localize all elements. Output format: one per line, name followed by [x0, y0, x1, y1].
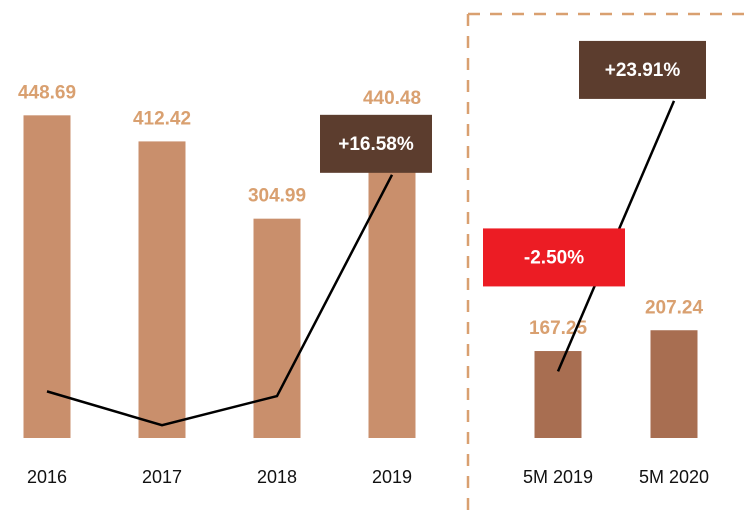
bar-value-label: 412.42 — [133, 108, 191, 129]
x-tick-label: 2017 — [142, 467, 182, 487]
growth-label-box — [320, 114, 432, 173]
bar-value-label: 448.69 — [18, 82, 76, 103]
growth-label: +16.58% — [338, 134, 414, 155]
bar — [534, 351, 582, 438]
period-divider — [466, 12, 745, 511]
growth-label-box — [579, 40, 706, 99]
bar-value-label: 207.24 — [645, 297, 704, 318]
x-tick-label: 5M 2020 — [639, 467, 709, 487]
x-tick-label: 2016 — [27, 467, 67, 487]
bar — [368, 121, 416, 438]
bar — [253, 218, 301, 438]
bar — [138, 141, 186, 438]
bar-value-label: 440.48 — [363, 88, 421, 109]
x-tick-label: 5M 2019 — [523, 467, 593, 487]
growth-line — [46, 174, 394, 427]
growth-label-box — [483, 228, 625, 287]
bar-value-label: 304.99 — [248, 186, 306, 207]
growth-label: +23.91% — [605, 60, 681, 81]
x-tick-label: 2018 — [257, 467, 297, 487]
growth-label: -2.50% — [524, 247, 584, 268]
bar — [23, 115, 71, 438]
bar — [650, 330, 698, 438]
x-tick-label: 2019 — [372, 467, 412, 487]
